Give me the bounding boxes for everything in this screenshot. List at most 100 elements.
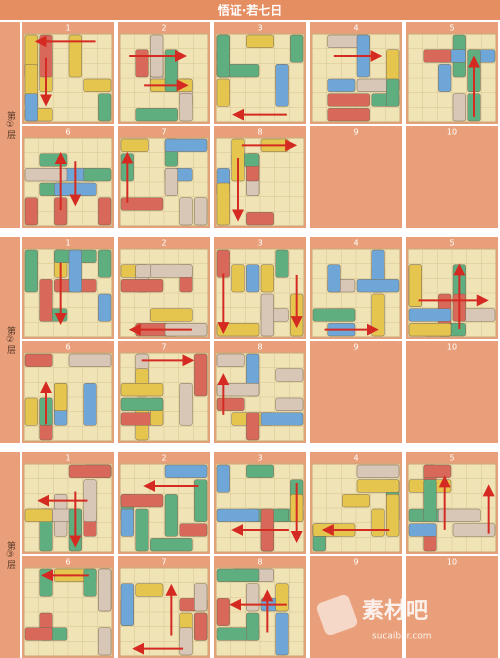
block xyxy=(216,353,245,367)
step-number: 7 xyxy=(161,128,166,137)
puzzle-board xyxy=(215,137,305,227)
step-number: 2 xyxy=(161,454,166,463)
puzzle-board xyxy=(215,463,305,553)
block xyxy=(120,279,164,293)
block xyxy=(98,293,112,322)
block xyxy=(120,138,149,152)
section-label: 第②层 xyxy=(5,325,16,355)
block xyxy=(408,264,422,307)
block xyxy=(164,138,208,152)
block xyxy=(150,538,193,552)
block xyxy=(275,368,304,382)
block xyxy=(135,508,149,552)
block xyxy=(423,479,437,522)
puzzle-board xyxy=(407,248,497,338)
step-number: 3 xyxy=(257,24,262,33)
step-number: 8 xyxy=(257,558,262,567)
step-number: 4 xyxy=(353,454,358,463)
block xyxy=(68,34,82,78)
block xyxy=(327,93,370,107)
block xyxy=(98,568,112,612)
block xyxy=(179,93,193,122)
puzzle-board xyxy=(119,33,209,123)
block xyxy=(54,383,68,411)
block xyxy=(260,293,274,337)
section-label-bg xyxy=(0,452,20,658)
step-number: 2 xyxy=(161,239,166,248)
step-number: 8 xyxy=(257,128,262,137)
block xyxy=(327,78,356,92)
block xyxy=(135,108,178,122)
puzzle-board xyxy=(407,463,497,553)
puzzle-board xyxy=(23,248,113,338)
block xyxy=(164,49,178,92)
block xyxy=(386,78,400,107)
step-number: 9 xyxy=(353,558,358,567)
step-number: 1 xyxy=(65,24,70,33)
section-label-bg xyxy=(0,22,20,228)
block xyxy=(216,182,230,226)
step-number: 9 xyxy=(353,128,358,137)
block xyxy=(386,494,400,537)
step-number: 1 xyxy=(65,239,70,248)
block xyxy=(179,523,208,537)
block xyxy=(246,34,274,48)
block xyxy=(150,308,193,322)
block xyxy=(312,308,356,322)
block xyxy=(246,583,260,612)
block xyxy=(120,397,164,411)
puzzle-board xyxy=(311,33,401,123)
puzzle-board xyxy=(119,567,209,657)
watermark-logo xyxy=(316,594,358,636)
step-number: 5 xyxy=(449,239,454,248)
block xyxy=(83,168,112,182)
block xyxy=(24,397,38,426)
block xyxy=(275,397,304,411)
puzzle-board xyxy=(215,352,305,442)
block xyxy=(164,168,178,196)
block xyxy=(275,612,289,656)
step-number: 7 xyxy=(161,343,166,352)
step-number: 1 xyxy=(65,454,70,463)
block xyxy=(327,108,370,122)
block xyxy=(24,353,53,367)
section-label: 第③层 xyxy=(5,540,16,570)
step-number: 6 xyxy=(65,343,70,352)
step-number: 6 xyxy=(65,128,70,137)
block xyxy=(120,508,134,537)
block xyxy=(216,397,245,411)
block xyxy=(275,249,289,278)
block xyxy=(216,383,260,397)
block xyxy=(120,494,164,508)
step-cell xyxy=(310,341,402,443)
puzzle-board xyxy=(215,33,305,123)
block xyxy=(246,264,260,293)
puzzle-board xyxy=(215,248,305,338)
step-number: 8 xyxy=(257,343,262,352)
block xyxy=(194,353,208,397)
block xyxy=(371,508,385,537)
block xyxy=(290,34,304,63)
block xyxy=(356,479,400,493)
block xyxy=(246,212,274,226)
puzzle-board xyxy=(23,33,113,123)
block xyxy=(194,583,208,612)
block xyxy=(408,523,437,537)
block xyxy=(194,479,208,522)
block xyxy=(216,34,230,78)
block xyxy=(231,264,245,293)
step-number: 7 xyxy=(161,558,166,567)
block xyxy=(194,197,208,226)
step-cell xyxy=(310,126,402,228)
step-number: 5 xyxy=(449,454,454,463)
watermark: 素材吧 sucaibar.com xyxy=(316,594,432,642)
puzzle-board xyxy=(23,137,113,227)
block xyxy=(68,249,82,293)
watermark-url: sucaibar.com xyxy=(372,632,432,642)
block xyxy=(68,464,112,478)
block xyxy=(194,612,208,641)
watermark-brand: 素材吧 xyxy=(362,598,428,624)
block xyxy=(216,598,230,626)
